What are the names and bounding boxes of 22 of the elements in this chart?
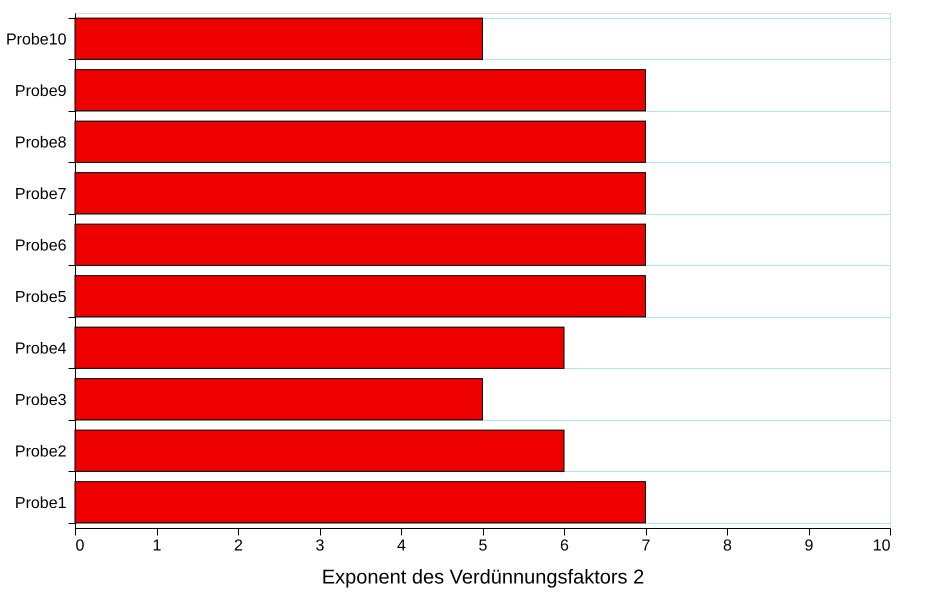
y-tick-label: Probe5 [14, 288, 67, 306]
y-tick-label: Probe1 [14, 494, 67, 512]
x-tick-label: 4 [397, 538, 406, 554]
x-tick-label: 3 [316, 538, 325, 554]
x-tick-label: 6 [560, 538, 570, 554]
x-tick-label: 0 [76, 538, 84, 554]
y-tick-label: Probe8 [14, 134, 67, 152]
x-tick-label: 7 [642, 538, 651, 554]
x-tick-label: 10 [872, 538, 891, 554]
y-tick-label: Probe9 [14, 82, 67, 100]
y-tick-label: Probe10 [6, 31, 67, 48]
y-tick-label: Probe7 [14, 186, 67, 203]
x-tick-label: 8 [723, 538, 732, 554]
x-tick-label: 5 [478, 538, 488, 554]
y-tick-label: Probe3 [14, 392, 67, 409]
y-tick-label: Probe4 [14, 340, 67, 358]
x-tick-label: 2 [234, 538, 244, 554]
x-tick-label: 1 [152, 538, 162, 554]
y-tick-label: Probe6 [14, 237, 67, 254]
x-axis-title: Exponent des Verdünnungsfaktors 2 [322, 566, 644, 588]
x-tick-label: 9 [804, 538, 814, 554]
y-tick-label: Probe2 [14, 443, 67, 460]
